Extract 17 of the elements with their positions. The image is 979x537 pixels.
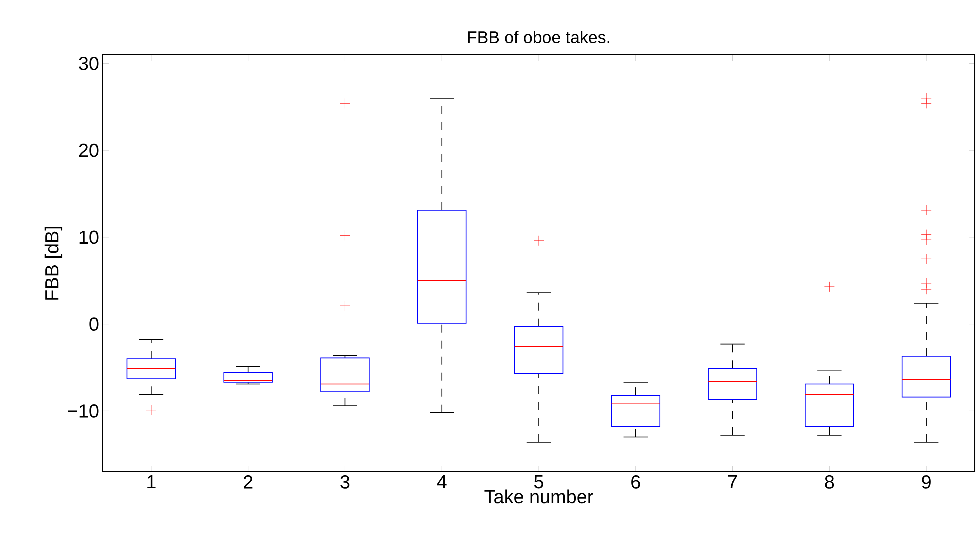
x-tick-label: 5 — [534, 476, 544, 489]
x-axis-title: Take number — [484, 490, 594, 504]
x-tick-label: 7 — [728, 476, 738, 489]
x-tick-label: 3 — [340, 476, 350, 489]
y-tick-label: 0 — [90, 318, 99, 332]
x-tick-label: 4 — [437, 476, 447, 489]
y-tick-label: 10 — [80, 230, 99, 244]
chart-title: FBB of oboe takes. — [468, 31, 610, 44]
x-tick-label: 8 — [825, 476, 834, 489]
x-tick-label: 6 — [632, 476, 640, 489]
x-tick-label: 2 — [244, 476, 253, 489]
y-axis-title: FBB [dB] — [44, 226, 63, 300]
y-tick-label: 30 — [79, 56, 99, 70]
y-tick-label: −10 — [68, 404, 99, 418]
x-tick-label: 9 — [922, 476, 931, 489]
y-tick-label: 20 — [79, 144, 99, 158]
x-tick-label: 1 — [148, 476, 156, 489]
